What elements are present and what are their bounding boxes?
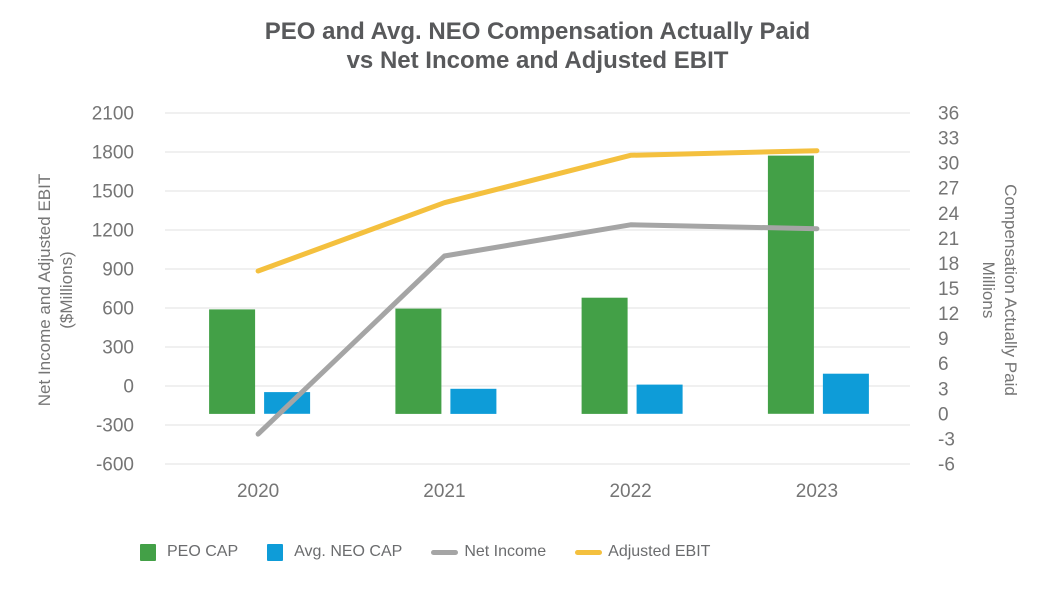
right-axis-tick-18: 18 bbox=[938, 254, 959, 275]
chart-title-line1: PEO and Avg. NEO Compensation Actually P… bbox=[264, 18, 811, 45]
legend-item-peo-cap: PEO CAP bbox=[140, 543, 238, 561]
left-axis-tick-0: 0 bbox=[123, 377, 134, 398]
x-axis-label-2022: 2022 bbox=[609, 481, 651, 502]
left-axis-tick-1800: 1800 bbox=[92, 143, 134, 164]
left-axis-tick-2100: 2100 bbox=[92, 104, 134, 125]
legend-label-avg-neo-cap: Avg. NEO CAP bbox=[294, 543, 403, 560]
right-axis-tick-6: 6 bbox=[938, 354, 949, 375]
adjusted-ebit-swatch-icon bbox=[575, 549, 603, 555]
right-axis-tick-3: 3 bbox=[938, 379, 949, 400]
line-net-income bbox=[255, 222, 820, 437]
right-axis-tick-21: 21 bbox=[938, 229, 959, 250]
bar-peo-cap-2023 bbox=[767, 155, 814, 414]
right-axis-tick-9: 9 bbox=[938, 329, 949, 350]
legend-item-adjusted-ebit: Adjusted EBIT bbox=[575, 543, 710, 561]
right-axis-tick-33: 33 bbox=[938, 129, 959, 150]
legend-item-net-income: Net Income bbox=[431, 543, 546, 561]
bar-avg-neo-cap-2023 bbox=[822, 373, 869, 414]
bar-peo-cap-2022 bbox=[581, 297, 628, 414]
right-axis-tick--6: -6 bbox=[938, 455, 955, 476]
bar-peo-cap-2020 bbox=[209, 309, 256, 414]
right-axis-tick-12: 12 bbox=[938, 304, 959, 325]
legend-item-avg-neo-cap: Avg. NEO CAP bbox=[267, 543, 402, 561]
right-axis-tick-36: 36 bbox=[938, 104, 959, 125]
line-adjusted-ebit bbox=[255, 148, 820, 274]
right-axis-tick-30: 30 bbox=[938, 154, 959, 175]
right-axis-tick-15: 15 bbox=[938, 279, 959, 300]
x-axis-label-2021: 2021 bbox=[423, 481, 465, 502]
legend-label-adjusted-ebit: Adjusted EBIT bbox=[608, 543, 711, 560]
left-axis-tick-600: 600 bbox=[102, 299, 134, 320]
left-axis-tick-900: 900 bbox=[102, 260, 134, 281]
left-axis-tick--600: -600 bbox=[96, 455, 134, 476]
left-axis-tick--300: -300 bbox=[96, 416, 134, 437]
legend-label-net-income: Net Income bbox=[464, 543, 547, 560]
chart-title-line2: vs Net Income and Adjusted EBIT bbox=[346, 47, 729, 74]
legend-label-peo-cap: PEO CAP bbox=[167, 543, 239, 560]
x-axis-label-2020: 2020 bbox=[237, 481, 279, 502]
left-axis-tick-1200: 1200 bbox=[92, 221, 134, 242]
chart-title: PEO and Avg. NEO Compensation Actually P… bbox=[165, 17, 910, 75]
x-axis-label-2023: 2023 bbox=[796, 481, 838, 502]
right-axis-tick-0: 0 bbox=[938, 404, 949, 425]
bar-peo-cap-2021 bbox=[395, 308, 442, 414]
peo-cap-swatch-icon bbox=[140, 543, 156, 561]
bar-avg-neo-cap-2022 bbox=[636, 384, 683, 414]
left-axis-tick-300: 300 bbox=[102, 338, 134, 359]
right-axis-tick--3: -3 bbox=[938, 429, 955, 450]
legend: PEO CAP Avg. NEO CAP Net Income Adjusted… bbox=[140, 541, 710, 563]
left-axis-tick-1500: 1500 bbox=[92, 182, 134, 203]
right-axis-tick-24: 24 bbox=[938, 204, 960, 225]
bar-avg-neo-cap-2021 bbox=[450, 388, 497, 414]
right-axis-tick-27: 27 bbox=[938, 179, 959, 200]
net-income-swatch-icon bbox=[431, 549, 459, 555]
avg-neo-cap-swatch-icon bbox=[267, 543, 284, 561]
